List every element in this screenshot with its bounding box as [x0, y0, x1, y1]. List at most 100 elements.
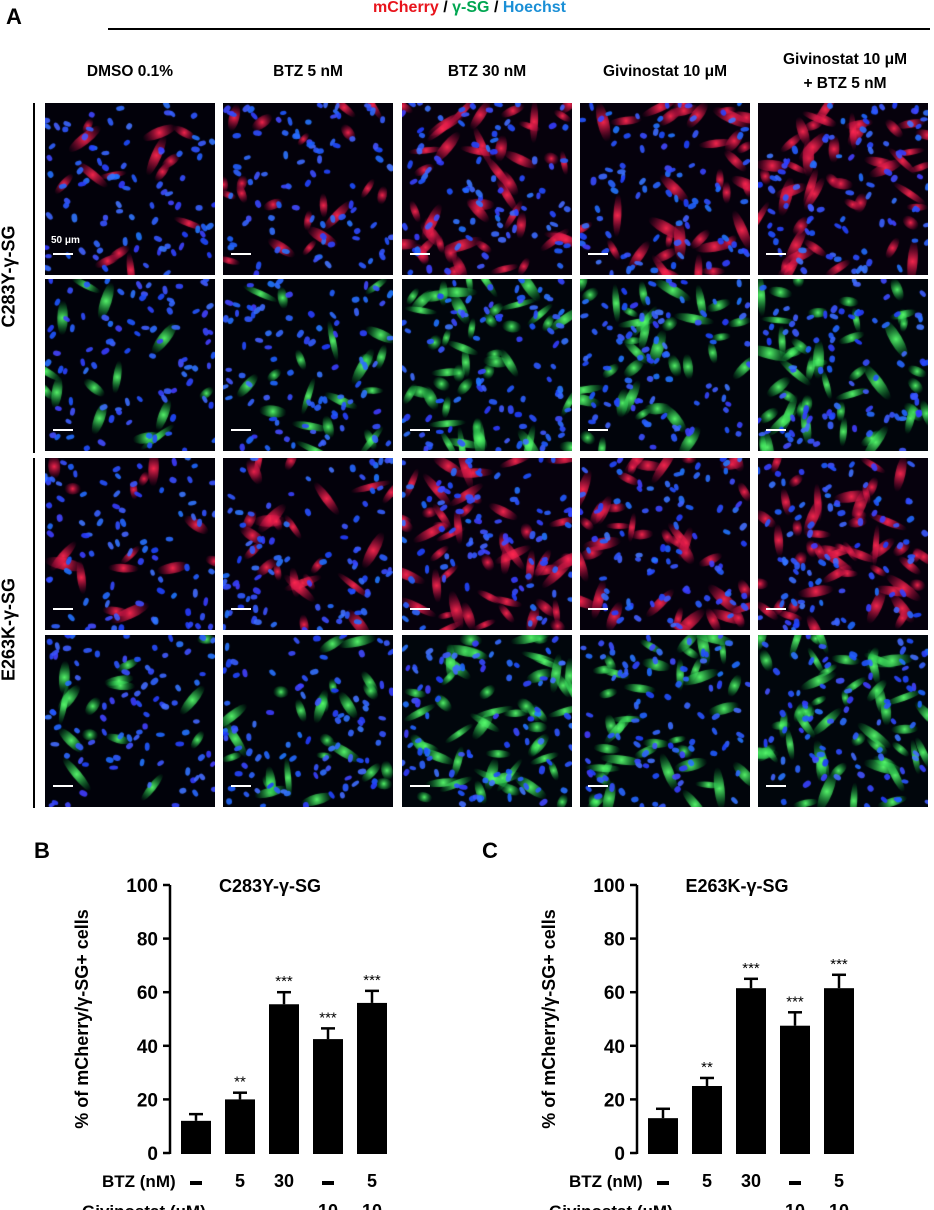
bar-1 [648, 1118, 678, 1154]
givinostat-value: 10 [318, 1201, 338, 1210]
givinostat-value: 10 [785, 1201, 805, 1210]
significance-label: ** [234, 1074, 246, 1091]
btz-value: 5 [367, 1171, 377, 1191]
scale-bar [588, 608, 608, 610]
significance-label: ** [701, 1059, 713, 1076]
y-tick-label: 80 [604, 930, 625, 951]
bar-3 [736, 988, 766, 1154]
bar-4 [313, 1039, 343, 1154]
micrograph-e263k-gamma-sg-col-5 [758, 635, 928, 807]
significance-label: *** [319, 1009, 337, 1026]
micrograph-e263k-mcherry-col-2 [223, 458, 393, 630]
scale-bar [53, 785, 73, 787]
column-heading-line: BTZ 5 nM [273, 63, 343, 80]
bar-5 [824, 988, 854, 1154]
bar-chart-c283y: % of mCherry/γ-SG+ cells C283Y-γ-SG 0 20 40 6… [72, 876, 387, 1210]
micrograph-e263k-mcherry-col-4 [580, 458, 750, 630]
micrograph-c283y-mcherry-col-2 [223, 103, 393, 275]
legend-mcherry: mCherry [373, 0, 439, 16]
y-tick-label: 100 [126, 876, 158, 897]
scale-bar [410, 253, 430, 255]
bar-2 [692, 1086, 722, 1154]
btz-value-dash [789, 1181, 801, 1185]
micrograph-e263k-mcherry-col-5 [758, 458, 928, 630]
bar-chart-e263k: % of mCherry/γ-SG+ cells E263K-γ-SG 0 20 40 6… [539, 876, 854, 1210]
btz-value: 30 [274, 1171, 294, 1191]
row-bracket-c283y [33, 103, 35, 453]
column-heading-line: Givinostat 10 μM [602, 63, 728, 80]
givinostat-value: 10 [362, 1201, 382, 1210]
column-heading-btz30: BTZ 30 nM [402, 60, 572, 84]
micrograph-e263k-mcherry-col-1 [45, 458, 215, 630]
scale-bar [588, 785, 608, 787]
panel-letter-a: A [6, 4, 22, 29]
micrograph-e263k-gamma-sg-col-3 [402, 635, 572, 807]
column-heading-line: Givinostat 10 μM [782, 51, 908, 68]
column-heading-btz5: BTZ 5 nM [223, 60, 393, 84]
scale-bar [766, 253, 786, 255]
significance-label: *** [830, 956, 848, 973]
scale-bar [588, 253, 608, 255]
micrograph-c283y-mcherry-col-3 [402, 103, 572, 275]
column-heading-line-2: + BTZ 5 nM [803, 75, 887, 92]
micrograph-c283y-mcherry-col-1: 50 μm [45, 103, 215, 275]
y-tick-label: 20 [604, 1090, 625, 1111]
chart-title: C283Y-γ-SG [219, 876, 321, 896]
scale-bar [231, 429, 251, 431]
y-tick-label: 100 [593, 876, 625, 897]
significance-label: *** [742, 960, 760, 977]
row-bracket-e263k [33, 458, 35, 808]
btz-value-dash [322, 1181, 334, 1185]
micrograph-c283y-gamma-sg-col-5 [758, 279, 928, 451]
scale-bar [588, 429, 608, 431]
bar-2 [225, 1099, 255, 1154]
micrograph-c283y-gamma-sg-col-3 [402, 279, 572, 451]
legend-gamma-sg: γ-SG [452, 0, 490, 16]
column-heading-combo: Givinostat 10 μM + BTZ 5 nM [758, 48, 932, 96]
legend-separator: / [438, 0, 453, 16]
column-heading-line: DMSO 0.1% [86, 63, 174, 80]
y-axis-label: % of mCherry/γ-SG+ cells [72, 909, 92, 1129]
row-label-e263k: E263K-γ-SG [0, 577, 19, 682]
y-tick-label: 80 [137, 930, 158, 951]
micrograph-c283y-gamma-sg-col-1 [45, 279, 215, 451]
bar-1 [181, 1120, 211, 1154]
y-tick-label: 0 [614, 1144, 625, 1165]
scale-bar [231, 608, 251, 610]
y-tick-label: 60 [604, 983, 625, 1004]
legend-separator: / [489, 0, 503, 16]
column-heading-line: BTZ 30 nM [447, 63, 527, 80]
micrograph-e263k-mcherry-col-3 [402, 458, 572, 630]
scale-bar [410, 429, 430, 431]
row-label-givinostat: Givinostat (μM) [549, 1202, 673, 1210]
micrograph-c283y-gamma-sg-col-2 [223, 279, 393, 451]
y-tick-label: 20 [137, 1090, 158, 1111]
y-tick-label: 0 [147, 1144, 158, 1165]
micrograph-e263k-gamma-sg-col-1 [45, 635, 215, 807]
column-heading-dmso: DMSO 0.1% [45, 60, 215, 84]
y-tick-label: 40 [137, 1037, 158, 1058]
row-label-btz: BTZ (nM) [569, 1172, 643, 1191]
micrograph-c283y-mcherry-col-4 [580, 103, 750, 275]
micrograph-c283y-mcherry-col-5 [758, 103, 928, 275]
scale-bar [766, 429, 786, 431]
scale-bar-label: 50 μm [51, 235, 80, 246]
significance-label: *** [363, 972, 381, 989]
bar-3 [269, 1004, 299, 1154]
givinostat-value: 10 [829, 1201, 849, 1210]
btz-value-dash [657, 1181, 669, 1185]
btz-value: 5 [702, 1171, 712, 1191]
scale-bar [410, 608, 430, 610]
significance-label: *** [786, 993, 804, 1010]
panel-letter-c: C [482, 838, 498, 863]
scale-bar [53, 608, 73, 610]
legend-underline [108, 28, 930, 30]
panel-letter-b: B [34, 838, 50, 863]
scale-bar [53, 253, 73, 255]
stain-legend: mCherry / γ-SG / Hoechst [373, 0, 566, 17]
micrograph-e263k-gamma-sg-col-4 [580, 635, 750, 807]
bar-4 [780, 1025, 810, 1154]
significance-label: *** [275, 973, 293, 990]
btz-value: 5 [834, 1171, 844, 1191]
scale-bar [766, 608, 786, 610]
